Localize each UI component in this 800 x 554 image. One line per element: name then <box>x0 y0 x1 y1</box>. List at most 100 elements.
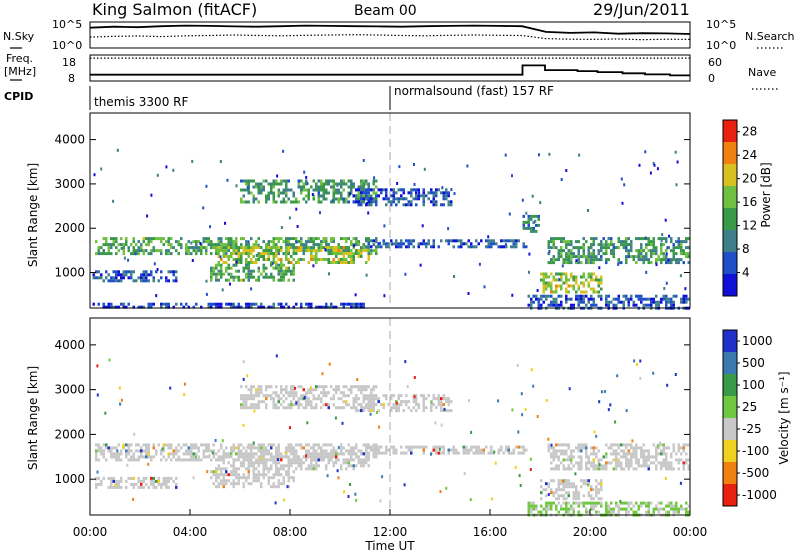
scatter-cell <box>100 167 103 171</box>
scatter-cell <box>242 194 245 198</box>
scatter-cell <box>180 302 183 306</box>
scatter-cell <box>657 258 660 262</box>
scatter-cell <box>640 446 643 450</box>
scatter-cell <box>360 302 363 306</box>
scatter-cell <box>575 461 578 465</box>
scatter-cell <box>512 242 515 246</box>
scatter-cell <box>670 261 673 265</box>
scatter-cell <box>295 455 298 459</box>
scatter-cell <box>332 240 335 244</box>
scatter-cell <box>320 455 323 459</box>
scatter-cell <box>587 209 589 212</box>
scatter-cell <box>567 252 570 256</box>
scatter-cell <box>632 467 635 471</box>
scatter-cell <box>277 397 280 401</box>
scatter-cell <box>502 239 505 243</box>
scatter-cell <box>292 455 295 459</box>
scatter-cell <box>112 452 115 456</box>
scatter-cell <box>575 255 578 259</box>
scatter-cell <box>162 449 165 453</box>
colorbar-frame <box>722 119 738 297</box>
scatter-cell <box>367 188 370 192</box>
scatter-cell <box>320 385 323 389</box>
scatter-cell <box>460 239 463 243</box>
scatter-cell <box>395 239 398 243</box>
scatter-cell <box>287 266 290 270</box>
scatter-cell <box>527 501 530 505</box>
scatter-cell <box>582 243 585 247</box>
scatter-cell <box>132 305 135 309</box>
scatter-cell <box>657 443 660 447</box>
scatter-cell <box>295 461 298 465</box>
scatter-cell <box>372 409 375 413</box>
scatter-cell <box>220 473 223 477</box>
scatter-cell <box>152 482 155 486</box>
scatter-cell <box>190 241 193 245</box>
scatter-cell <box>550 240 553 244</box>
scatter-cell <box>592 458 595 462</box>
scatter-cell <box>493 450 496 454</box>
scatter-cell <box>127 302 130 306</box>
noise-search-label: N.Search <box>745 30 795 43</box>
scatter-cell <box>237 482 240 486</box>
scatter-cell <box>282 200 285 204</box>
scatter-cell <box>312 258 315 261</box>
scatter-cell <box>215 263 218 267</box>
scatter-cell <box>674 373 677 376</box>
scatter-cell <box>355 409 358 413</box>
scatter-cell <box>597 249 600 253</box>
scatter-cell <box>625 258 628 262</box>
scatter-cell <box>327 191 330 195</box>
scatter-cell <box>622 449 625 453</box>
scatter-cell <box>127 452 130 456</box>
scatter-cell <box>172 273 175 277</box>
scatter-cell <box>580 290 583 294</box>
scatter-cell <box>275 249 278 253</box>
scatter-cell <box>362 388 365 392</box>
scatter-cell <box>282 394 285 398</box>
scatter-cell <box>560 494 563 498</box>
scatter-cell <box>565 443 568 447</box>
scatter-cell <box>453 192 456 196</box>
power-colorbar-label: Power [dB] <box>759 162 773 227</box>
scatter-cell <box>157 443 160 447</box>
scatter-cell <box>212 443 215 447</box>
scatter-cell <box>255 258 258 261</box>
scatter-cell <box>587 261 590 265</box>
scatter-cell <box>407 203 410 207</box>
scatter-cell <box>572 303 575 307</box>
scatter-cell <box>675 458 678 462</box>
scatter-cell <box>687 443 690 447</box>
scatter-cell <box>657 303 660 307</box>
scatter-cell <box>270 246 273 249</box>
scatter-cell <box>610 252 613 256</box>
scatter-cell <box>412 400 415 404</box>
scatter-cell <box>372 197 375 201</box>
scatter-cell <box>265 385 268 389</box>
scatter-cell <box>421 224 424 228</box>
scatter-cell <box>552 261 555 265</box>
scatter-cell <box>331 199 334 203</box>
scatter-cell <box>262 249 265 253</box>
scatter-cell <box>312 243 315 247</box>
scatter-cell <box>327 252 330 256</box>
scatter-cell <box>655 446 658 450</box>
scatter-cell <box>397 397 400 401</box>
scatter-cell <box>540 294 543 298</box>
scatter-cell <box>587 255 590 259</box>
scatter-cell <box>617 510 620 514</box>
scatter-cell <box>297 258 300 261</box>
scatter-cell <box>595 452 598 456</box>
scatter-cell <box>597 458 600 462</box>
scatter-cell <box>355 385 358 389</box>
scatter-cell <box>142 252 145 256</box>
scatter-cell <box>152 476 155 480</box>
scatter-cell <box>277 188 280 192</box>
scatter-cell <box>577 258 580 262</box>
scatter-cell <box>665 249 668 253</box>
scatter-cell <box>162 479 165 483</box>
scatter-cell <box>222 452 225 456</box>
scatter-cell <box>567 494 570 498</box>
scatter-cell <box>607 504 610 508</box>
scatter-cell <box>672 294 675 298</box>
